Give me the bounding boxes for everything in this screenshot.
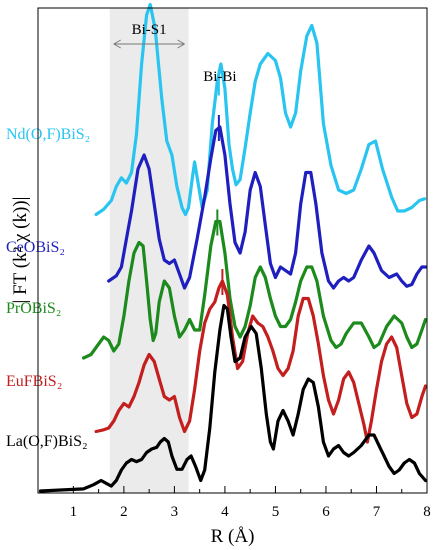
- annotation-layer: Bi-S1 Bi-Bi: [113, 22, 237, 85]
- x-tick-label-4: 5: [272, 504, 280, 520]
- x-tick-label-1: 2: [120, 504, 128, 520]
- bi-s1-left-arrowhead: [113, 39, 121, 49]
- x-tick-label-0: 1: [70, 504, 78, 520]
- series-label-3: EuFBiS₂: [6, 373, 62, 390]
- series-label-2: PrOBiS₂: [6, 300, 61, 317]
- bi-s1-shaded-region: [109, 8, 189, 493]
- x-tick-label-6: 7: [373, 504, 381, 520]
- series-line-0: [94, 2, 427, 217]
- series-line-3: [94, 279, 428, 444]
- series-line-1: [107, 125, 428, 290]
- plot-frame: [37, 7, 428, 494]
- x-axis-label: R (Å): [211, 526, 255, 547]
- y-axis-label: | FT (k² χ (k))|: [10, 197, 31, 304]
- series-line-4: [38, 303, 428, 493]
- x-tick-label-2: 3: [171, 504, 179, 520]
- series-label-1: CeOBiS₂: [6, 239, 65, 256]
- bi-s1-right-arrowhead: [177, 39, 185, 49]
- ticks-layer: 1 2 3 4 5 6 7 8: [70, 486, 431, 520]
- annotation-bi-bi: Bi-Bi: [203, 69, 236, 85]
- series-label-0: Nd(O,F)BiS₂: [6, 126, 90, 143]
- annotation-bi-s1: Bi-S1: [132, 22, 167, 38]
- series-line-2: [81, 219, 428, 360]
- series-layer: Nd(O,F)BiS₂ CeOBiS₂ PrOBiS₂ EuFBiS₂ La(O,F)B…: [6, 2, 428, 493]
- x-tick-label-5: 6: [322, 504, 330, 520]
- x-tick-label-7: 8: [423, 504, 431, 520]
- series-label-4: La(O,F)BiS₂: [6, 433, 88, 450]
- x-tick-label-3: 4: [221, 504, 229, 520]
